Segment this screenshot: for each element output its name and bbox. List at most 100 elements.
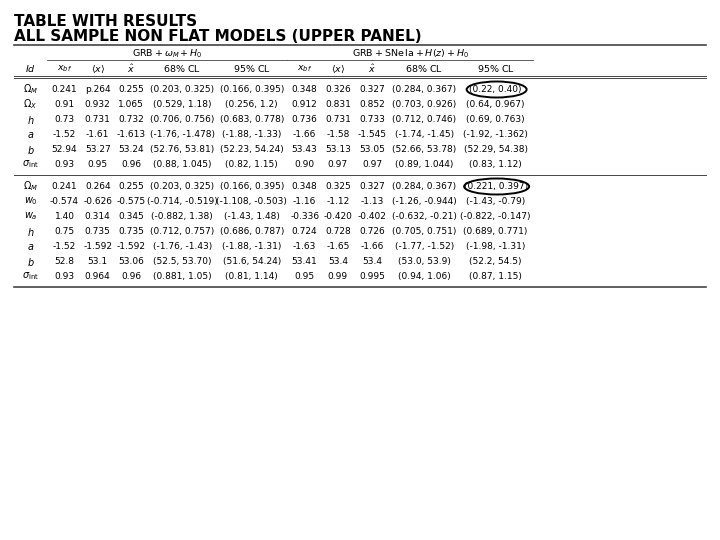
Text: (52.29, 54.38): (52.29, 54.38): [464, 145, 528, 154]
Text: (52.66, 53.78): (52.66, 53.78): [392, 145, 456, 154]
Text: -1.613: -1.613: [117, 130, 145, 139]
Text: (51.6, 54.24): (51.6, 54.24): [222, 257, 281, 266]
Text: 0.95: 0.95: [294, 272, 315, 281]
Text: $\langle x\rangle$: $\langle x\rangle$: [330, 64, 345, 75]
Text: (-0.822, -0.147): (-0.822, -0.147): [460, 212, 531, 221]
Text: 53.4: 53.4: [362, 257, 382, 266]
Text: $95\%\ \mathrm{CL}$: $95\%\ \mathrm{CL}$: [477, 64, 515, 75]
Text: (-1.77, -1.52): (-1.77, -1.52): [395, 242, 454, 251]
Text: 0.726: 0.726: [359, 227, 385, 236]
Text: -1.52: -1.52: [53, 242, 76, 251]
Text: 53.4: 53.4: [328, 257, 348, 266]
Text: 0.93: 0.93: [55, 160, 75, 169]
Text: 0.731: 0.731: [325, 115, 351, 124]
Text: $h$: $h$: [27, 226, 35, 238]
Text: (-1.88, -1.33): (-1.88, -1.33): [222, 130, 282, 139]
Text: (52.76, 53.81): (52.76, 53.81): [150, 145, 215, 154]
Text: -1.66: -1.66: [293, 130, 316, 139]
Text: (53.0, 53.9): (53.0, 53.9): [398, 257, 451, 266]
Text: 0.75: 0.75: [55, 227, 75, 236]
Text: p.264: p.264: [85, 85, 111, 94]
Text: $b$: $b$: [27, 255, 35, 267]
Text: 0.912: 0.912: [292, 100, 318, 109]
Text: $h$: $h$: [27, 113, 35, 125]
Text: TABLE WITH RESULTS: TABLE WITH RESULTS: [14, 14, 197, 29]
Text: (52.5, 53.70): (52.5, 53.70): [153, 257, 212, 266]
Text: (-1.76, -1.43): (-1.76, -1.43): [153, 242, 212, 251]
Text: -1.52: -1.52: [53, 130, 76, 139]
Text: (0.94, 1.06): (0.94, 1.06): [398, 272, 451, 281]
Text: 52.8: 52.8: [55, 257, 74, 266]
Text: $w_a$: $w_a$: [24, 211, 37, 222]
Text: $a$: $a$: [27, 241, 35, 252]
Text: 0.325: 0.325: [325, 182, 351, 191]
Text: $\sigma_{\rm int}$: $\sigma_{\rm int}$: [22, 271, 39, 282]
Text: (0.89, 1.044): (0.89, 1.044): [395, 160, 454, 169]
Text: (-1.98, -1.31): (-1.98, -1.31): [466, 242, 526, 251]
Text: 0.345: 0.345: [118, 212, 144, 221]
Text: $\hat{x}$: $\hat{x}$: [368, 63, 376, 76]
Text: 0.327: 0.327: [359, 182, 385, 191]
Text: (0.712, 0.757): (0.712, 0.757): [150, 227, 215, 236]
Text: 53.41: 53.41: [292, 257, 318, 266]
Text: 0.95: 0.95: [88, 160, 108, 169]
Text: 0.93: 0.93: [55, 272, 75, 281]
Text: -0.402: -0.402: [358, 212, 387, 221]
Text: (0.82, 1.15): (0.82, 1.15): [225, 160, 278, 169]
Text: 0.264: 0.264: [85, 182, 111, 191]
Text: -1.65: -1.65: [326, 242, 349, 251]
Text: 1.065: 1.065: [118, 100, 144, 109]
Text: (0.689, 0.771): (0.689, 0.771): [464, 227, 528, 236]
Text: 0.733: 0.733: [359, 115, 385, 124]
Text: 0.314: 0.314: [85, 212, 111, 221]
Text: -1.545: -1.545: [358, 130, 387, 139]
Text: (0.705, 0.751): (0.705, 0.751): [392, 227, 456, 236]
Text: -0.336: -0.336: [290, 212, 319, 221]
Text: $68\%\ \mathrm{CL}$: $68\%\ \mathrm{CL}$: [405, 64, 444, 75]
Text: (-1.92, -1.362): (-1.92, -1.362): [463, 130, 528, 139]
Text: (52.2, 54.5): (52.2, 54.5): [469, 257, 522, 266]
Text: (0.706, 0.756): (0.706, 0.756): [150, 115, 215, 124]
Text: 0.91: 0.91: [55, 100, 75, 109]
Text: (-1.76, -1.478): (-1.76, -1.478): [150, 130, 215, 139]
Text: 53.27: 53.27: [85, 145, 111, 154]
Text: (0.284, 0.367): (0.284, 0.367): [392, 85, 456, 94]
Text: $\mathrm{GRB} + \mathrm{SNe\,Ia} + H(z) + H_0$: $\mathrm{GRB} + \mathrm{SNe\,Ia} + H(z) …: [351, 48, 469, 60]
Text: $b$: $b$: [27, 144, 35, 156]
Text: $w_0$: $w_0$: [24, 195, 37, 207]
Text: (0.881, 1.05): (0.881, 1.05): [153, 272, 212, 281]
Text: (-0.632, -0.21): (-0.632, -0.21): [392, 212, 456, 221]
Text: (0.81, 1.14): (0.81, 1.14): [225, 272, 278, 281]
Text: -1.61: -1.61: [86, 130, 109, 139]
Text: 0.724: 0.724: [292, 227, 318, 236]
Text: 0.728: 0.728: [325, 227, 351, 236]
Text: -1.592: -1.592: [117, 242, 145, 251]
Text: 0.255: 0.255: [118, 85, 144, 94]
Text: -0.420: -0.420: [323, 212, 352, 221]
Text: (-0.714, -0.519): (-0.714, -0.519): [147, 197, 217, 206]
Text: (-0.882, 1.38): (-0.882, 1.38): [151, 212, 213, 221]
Text: $Id$: $Id$: [25, 64, 36, 75]
Text: $\mathrm{GRB} + \omega_M + H_0$: $\mathrm{GRB} + \omega_M + H_0$: [132, 48, 202, 60]
Text: 53.1: 53.1: [88, 257, 108, 266]
Text: $x_{bf}$: $x_{bf}$: [297, 64, 312, 74]
Text: 0.731: 0.731: [85, 115, 111, 124]
Text: $\hat{x}$: $\hat{x}$: [127, 63, 135, 76]
Text: 53.06: 53.06: [118, 257, 144, 266]
Text: 0.852: 0.852: [359, 100, 385, 109]
Text: $a$: $a$: [27, 130, 35, 139]
Text: (0.529, 1.18): (0.529, 1.18): [153, 100, 212, 109]
Text: (0.88, 1.045): (0.88, 1.045): [153, 160, 212, 169]
Text: 0.932: 0.932: [85, 100, 111, 109]
Text: -1.63: -1.63: [293, 242, 316, 251]
Text: 53.13: 53.13: [325, 145, 351, 154]
Text: -0.574: -0.574: [50, 197, 79, 206]
Text: (0.712, 0.746): (0.712, 0.746): [392, 115, 456, 124]
Text: -0.626: -0.626: [84, 197, 112, 206]
Text: (-1.43, -0.79): (-1.43, -0.79): [466, 197, 526, 206]
Text: $68\%\ \mathrm{CL}$: $68\%\ \mathrm{CL}$: [163, 64, 201, 75]
Text: 0.241: 0.241: [52, 182, 77, 191]
Text: 53.24: 53.24: [118, 145, 144, 154]
Text: 0.736: 0.736: [292, 115, 318, 124]
Text: (-1.43, 1.48): (-1.43, 1.48): [224, 212, 279, 221]
